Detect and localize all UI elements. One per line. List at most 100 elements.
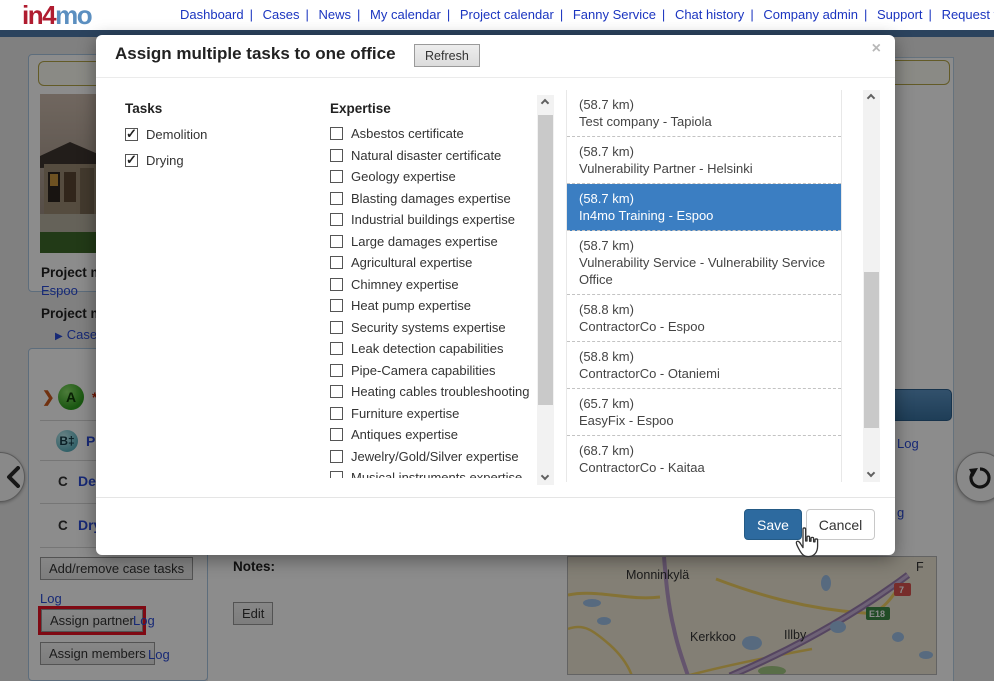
- nav-link[interactable]: News: [318, 7, 352, 22]
- nav-link[interactable]: Request for MMR300: [941, 7, 994, 22]
- add-remove-case-tasks-button[interactable]: Add/remove case tasks: [40, 557, 194, 580]
- nav-separator: |: [750, 7, 754, 22]
- expertise-label: Pipe-Camera capabilities: [351, 362, 496, 378]
- nav-link[interactable]: Fanny Service: [572, 7, 656, 22]
- edit-notes-button[interactable]: Edit: [233, 602, 274, 625]
- checkbox[interactable]: [330, 234, 343, 248]
- checkbox[interactable]: [330, 299, 343, 313]
- nav-link[interactable]: My calendar: [370, 7, 441, 22]
- scroll-up-arrow-icon[interactable]: [537, 95, 554, 110]
- office-name: Test company - Tapiola: [579, 114, 712, 129]
- checkbox[interactable]: [330, 127, 343, 141]
- checkbox[interactable]: [330, 277, 343, 291]
- expertise-checkbox-row: Leak detection capabilities: [330, 338, 534, 360]
- scrollbar-thumb[interactable]: [864, 272, 879, 428]
- checkbox[interactable]: [330, 385, 343, 399]
- nav-link[interactable]: Dashboard: [180, 7, 244, 22]
- assign-tasks-modal: Assign multiple tasks to one office Refr…: [96, 35, 895, 555]
- office-list-item[interactable]: (58.7 km) In4mo Training - Espoo: [567, 184, 841, 231]
- modal-title: Assign multiple tasks to one office: [115, 44, 396, 63]
- expertise-label: Jewelry/Gold/Silver expertise: [351, 448, 519, 464]
- checkbox[interactable]: [330, 320, 343, 334]
- nav-link[interactable]: Company admin: [763, 7, 858, 22]
- assign-members-button[interactable]: Assign members: [40, 642, 155, 665]
- office-scrollbar[interactable]: [863, 90, 880, 482]
- office-list-item[interactable]: (65.7 km) EasyFix - Espoo: [567, 389, 841, 436]
- map-town-kerkkoo: Kerkkoo: [690, 630, 736, 644]
- expertise-label: Antiques expertise: [351, 427, 458, 443]
- map-partial-label: F: [916, 560, 924, 574]
- cancel-button[interactable]: Cancel: [806, 509, 875, 540]
- expertise-label: Heating cables troubleshooting: [351, 384, 530, 400]
- checkbox[interactable]: [330, 449, 343, 463]
- case-photo[interactable]: [40, 94, 98, 258]
- title-divider: [96, 77, 895, 78]
- expertise-label: Leak detection capabilities: [351, 341, 504, 357]
- checkbox[interactable]: [330, 428, 343, 442]
- map-town-monninkyla: Monninkylä: [626, 568, 689, 582]
- in4mo-logo[interactable]: in4mo: [22, 0, 93, 30]
- office-name: ContractorCo - Otaniemi: [579, 366, 720, 381]
- expertise-checkbox-row: Jewelry/Gold/Silver expertise: [330, 446, 534, 468]
- nav-separator: |: [661, 7, 666, 22]
- office-list-item[interactable]: (58.7 km) Vulnerability Service - Vulner…: [567, 231, 841, 295]
- log-link-fragment[interactable]: g: [897, 505, 905, 520]
- checkbox[interactable]: [330, 406, 343, 420]
- office-list-item[interactable]: (68.7 km) ContractorCo - Kaitaa: [567, 436, 841, 482]
- checkbox[interactable]: [330, 148, 343, 162]
- log-link-3[interactable]: Log: [148, 647, 170, 662]
- expertise-checkbox-row: Asbestos certificate: [330, 123, 534, 145]
- save-button[interactable]: Save: [744, 509, 802, 540]
- nav-link[interactable]: Cases: [262, 7, 300, 22]
- office-name: Vulnerability Partner - Helsinki: [579, 161, 753, 176]
- checkbox[interactable]: [330, 170, 343, 184]
- checkbox[interactable]: [330, 213, 343, 227]
- log-link-right[interactable]: Log: [897, 436, 919, 451]
- task-link-demolition[interactable]: De: [78, 473, 96, 489]
- tasks-header: Tasks: [125, 101, 163, 116]
- case-info-link[interactable]: ▶ Case i: [55, 327, 104, 342]
- expertise-scrollbar[interactable]: [537, 95, 554, 485]
- log-link-1[interactable]: Log: [40, 591, 62, 606]
- espoo-link[interactable]: Espoo: [41, 283, 78, 298]
- office-list-item[interactable]: (58.8 km) ContractorCo - Espoo: [567, 295, 841, 342]
- nav-link[interactable]: Project calendar: [459, 7, 554, 22]
- office-list-item[interactable]: (58.8 km) ContractorCo - Otaniemi: [567, 342, 841, 389]
- nav-link[interactable]: Chat history: [674, 7, 745, 22]
- expertise-checkbox-row: Blasting damages expertise: [330, 188, 534, 210]
- checkbox[interactable]: [125, 126, 138, 142]
- expertise-label: Musical instruments expertise: [351, 470, 523, 478]
- nav-link[interactable]: Support: [877, 7, 923, 22]
- checkbox[interactable]: [330, 363, 343, 377]
- top-navbar: in4mo Dashboard | Cases | News | My calenda…: [0, 0, 994, 30]
- checkbox[interactable]: [330, 471, 343, 478]
- scroll-down-arrow-icon[interactable]: [863, 467, 880, 482]
- checkbox[interactable]: [125, 152, 138, 168]
- office-list-item[interactable]: (58.7 km) Vulnerability Partner - Helsin…: [567, 137, 841, 184]
- office-distance: (58.7 km): [579, 97, 634, 112]
- checkbox[interactable]: [330, 191, 343, 205]
- map-town-illby: Illby: [784, 628, 807, 642]
- assign-partner-button[interactable]: Assign partner: [41, 609, 143, 632]
- expertise-label: Natural disaster certificate: [351, 147, 502, 163]
- checkbox[interactable]: [330, 256, 343, 270]
- task-status-letter-c2: C: [58, 518, 68, 533]
- current-task-arrow-icon: ❯: [42, 389, 55, 406]
- expertise-label: Agricultural expertise: [351, 255, 473, 271]
- log-link-2[interactable]: Log: [133, 613, 155, 628]
- task-link-drying[interactable]: Dry: [78, 517, 102, 533]
- scroll-down-arrow-icon[interactable]: [537, 470, 554, 485]
- scrollbar-thumb[interactable]: [538, 115, 553, 405]
- office-distance: (58.7 km): [579, 144, 634, 159]
- road-shield-7: [894, 583, 911, 596]
- location-map[interactable]: Monninkylä Kerkkoo Illby F 7 E18: [567, 556, 937, 675]
- close-icon[interactable]: ×: [871, 40, 881, 57]
- office-distance: (65.7 km): [579, 396, 634, 411]
- expertise-checkbox-row: Security systems expertise: [330, 317, 534, 339]
- scroll-up-arrow-icon[interactable]: [863, 90, 880, 105]
- checkbox[interactable]: [330, 342, 343, 356]
- refresh-button[interactable]: Refresh: [414, 44, 480, 67]
- office-list-item[interactable]: (58.7 km) Test company - Tapiola: [567, 90, 841, 137]
- task-checkbox-row: Drying: [125, 147, 207, 173]
